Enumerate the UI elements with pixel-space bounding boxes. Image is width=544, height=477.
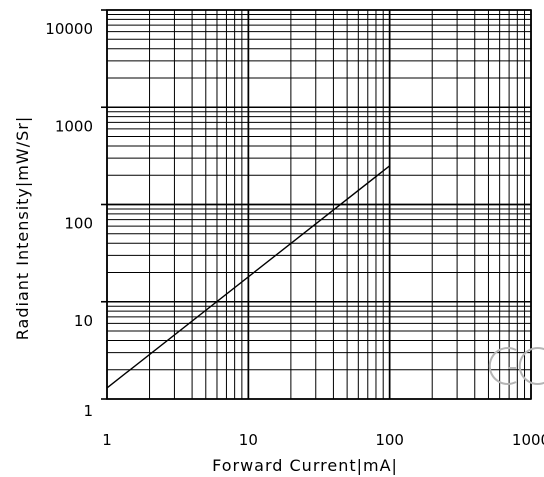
x-tick-label: 10 xyxy=(239,431,258,449)
x-tick-labels: 1 10 100 1000 xyxy=(102,431,544,449)
series-line-0 xyxy=(106,165,391,389)
grid-lines xyxy=(106,9,532,400)
watermark-logo xyxy=(488,340,544,400)
x-tick-label: 1000 xyxy=(512,431,544,449)
y-tick-label: 100 xyxy=(64,215,93,233)
y-tick-label: 10 xyxy=(74,312,93,330)
series-lines xyxy=(106,165,391,389)
y-tick-label: 10000 xyxy=(45,20,93,38)
x-tick-label: 100 xyxy=(375,431,404,449)
x-tick-label: 1 xyxy=(102,431,112,449)
y-tick-label: 1 xyxy=(83,402,93,420)
y-axis-label: Radiant Intensity|mW/Sr| xyxy=(13,116,32,340)
x-axis-label: Forward Current|mA| xyxy=(212,456,398,475)
y-tick-labels: 1 10 100 1000 10000 xyxy=(45,9,107,420)
y-tick-label: 1000 xyxy=(55,117,93,135)
